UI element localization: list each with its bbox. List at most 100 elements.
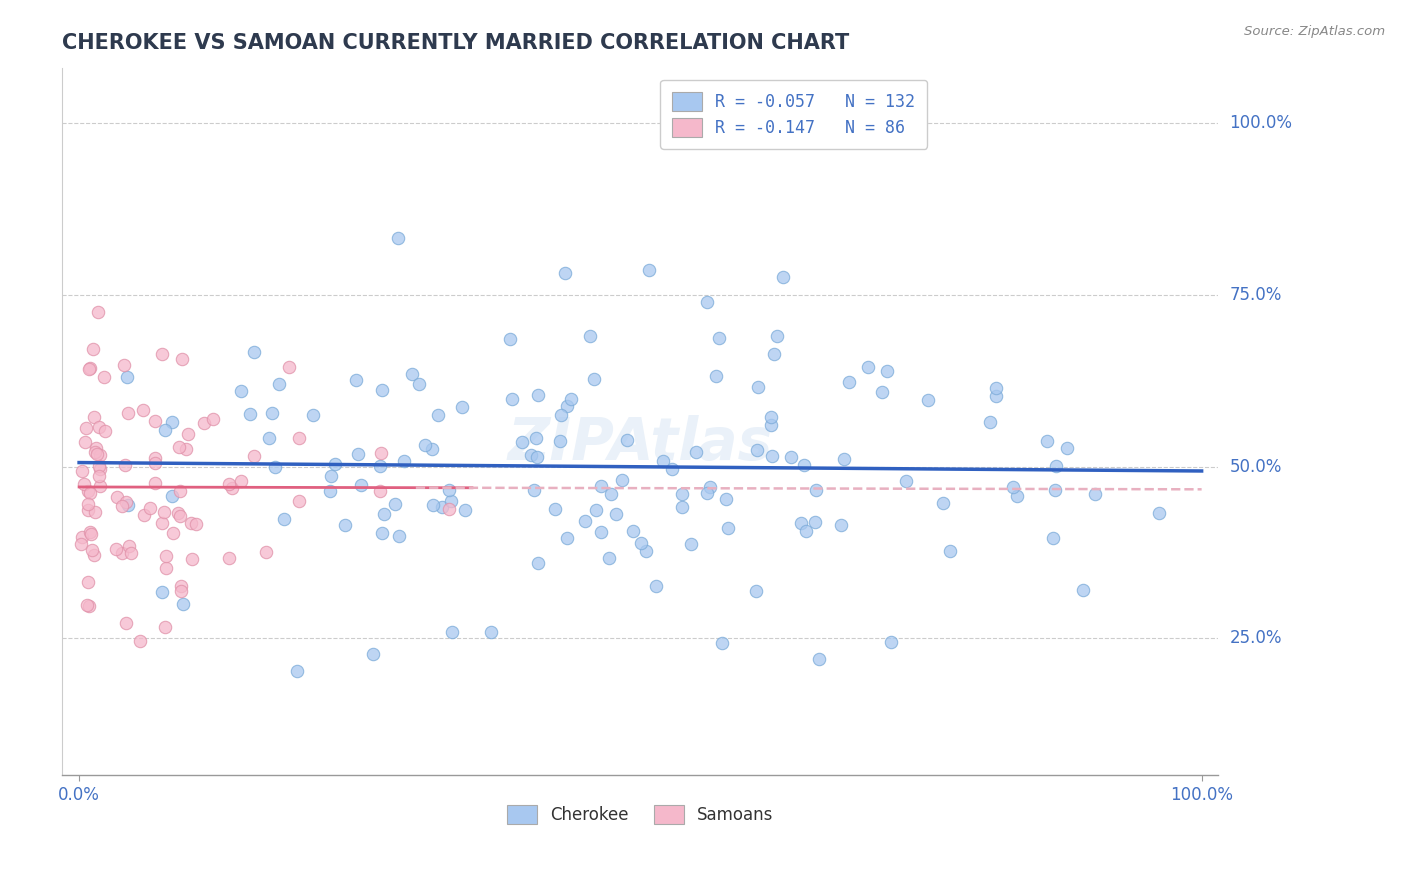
Point bbox=[120, 546, 142, 560]
Point bbox=[638, 262, 661, 277]
Point bbox=[169, 483, 191, 498]
Point bbox=[79, 486, 101, 500]
Point bbox=[285, 665, 308, 679]
Point bbox=[856, 360, 879, 375]
Point bbox=[636, 544, 658, 558]
Point bbox=[557, 531, 579, 545]
Text: 50.0%: 50.0% bbox=[1230, 458, 1282, 475]
Point bbox=[793, 458, 815, 472]
Point bbox=[548, 434, 571, 449]
Point bbox=[574, 515, 596, 529]
Point bbox=[370, 445, 392, 459]
Point bbox=[401, 367, 423, 381]
Point bbox=[170, 583, 193, 598]
Point bbox=[193, 416, 215, 430]
Point bbox=[86, 447, 108, 461]
Point bbox=[87, 458, 110, 473]
Point bbox=[153, 620, 176, 634]
Point bbox=[153, 423, 176, 437]
Point bbox=[344, 373, 367, 387]
Point bbox=[83, 548, 105, 562]
Point bbox=[76, 598, 98, 612]
Point bbox=[89, 468, 111, 483]
Point bbox=[806, 483, 828, 497]
Point bbox=[89, 478, 111, 492]
Point bbox=[761, 450, 783, 464]
Point bbox=[72, 464, 94, 478]
Point bbox=[938, 544, 960, 558]
Point bbox=[437, 483, 460, 497]
Point bbox=[302, 409, 325, 423]
Point bbox=[454, 503, 477, 517]
Point bbox=[181, 552, 204, 566]
Point bbox=[696, 294, 718, 309]
Point bbox=[112, 358, 135, 372]
Point bbox=[167, 507, 190, 521]
Point bbox=[169, 508, 191, 523]
Point bbox=[1043, 483, 1066, 498]
Point bbox=[167, 440, 190, 454]
Point bbox=[115, 370, 138, 384]
Point bbox=[143, 414, 166, 428]
Point bbox=[267, 377, 290, 392]
Point bbox=[134, 508, 156, 522]
Point bbox=[526, 450, 548, 465]
Point bbox=[838, 376, 860, 390]
Point bbox=[84, 504, 107, 518]
Point bbox=[544, 502, 567, 516]
Point bbox=[479, 624, 502, 639]
Point bbox=[616, 433, 638, 447]
Point bbox=[162, 415, 184, 429]
Point bbox=[155, 549, 177, 563]
Point bbox=[413, 437, 436, 451]
Point bbox=[789, 516, 811, 530]
Point bbox=[432, 500, 454, 514]
Point bbox=[117, 406, 139, 420]
Point bbox=[522, 483, 544, 498]
Point bbox=[1045, 458, 1067, 473]
Point bbox=[77, 599, 100, 613]
Point bbox=[115, 495, 138, 509]
Point bbox=[87, 305, 110, 319]
Point bbox=[917, 392, 939, 407]
Point bbox=[661, 462, 683, 476]
Point bbox=[451, 400, 474, 414]
Point bbox=[830, 518, 852, 533]
Point bbox=[77, 574, 100, 589]
Point bbox=[70, 537, 93, 551]
Point bbox=[169, 579, 191, 593]
Point bbox=[84, 442, 107, 456]
Point bbox=[150, 585, 173, 599]
Text: Source: ZipAtlas.com: Source: ZipAtlas.com bbox=[1244, 25, 1385, 38]
Point bbox=[894, 474, 917, 488]
Point bbox=[153, 505, 176, 519]
Point bbox=[623, 524, 645, 538]
Point bbox=[79, 524, 101, 539]
Text: 100.0%: 100.0% bbox=[1230, 114, 1292, 132]
Point bbox=[388, 529, 411, 543]
Point bbox=[1005, 489, 1028, 503]
Point bbox=[645, 579, 668, 593]
Point bbox=[111, 500, 134, 514]
Point bbox=[77, 483, 100, 498]
Point bbox=[422, 498, 444, 512]
Point bbox=[932, 496, 955, 510]
Point bbox=[524, 431, 547, 445]
Point bbox=[437, 502, 460, 516]
Point bbox=[441, 625, 464, 640]
Point bbox=[704, 368, 727, 383]
Point bbox=[589, 479, 612, 493]
Point bbox=[114, 458, 136, 472]
Point bbox=[803, 515, 825, 529]
Point bbox=[115, 616, 138, 631]
Point bbox=[426, 408, 449, 422]
Point bbox=[679, 537, 702, 551]
Point bbox=[387, 230, 409, 244]
Point bbox=[218, 551, 240, 566]
Point bbox=[180, 516, 202, 531]
Point bbox=[373, 507, 395, 521]
Point bbox=[371, 383, 394, 397]
Point bbox=[699, 480, 721, 494]
Point bbox=[578, 328, 600, 343]
Point bbox=[1147, 506, 1170, 520]
